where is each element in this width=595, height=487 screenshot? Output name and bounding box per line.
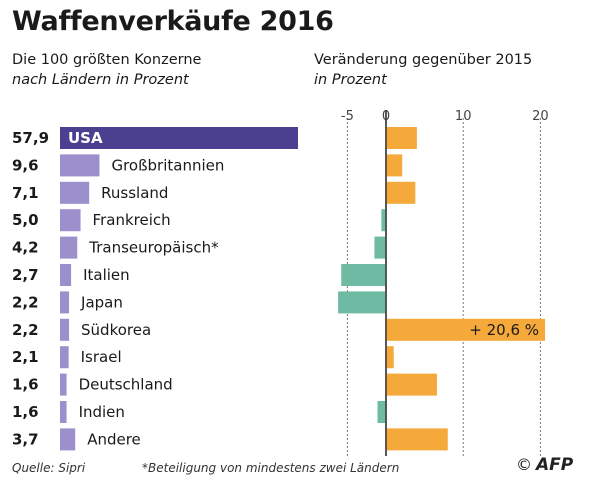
change-bar [338,291,386,314]
share-bar [60,236,78,259]
country-label: Italien [83,266,130,284]
left-subtitle: Die 100 größten Konzerne [12,52,202,68]
share-value-label: 4,2 [12,239,39,257]
afp-logo: © AFP [516,455,574,475]
share-bar [60,346,69,369]
change-bar [381,209,386,232]
source-note: Quelle: Sipri [12,461,86,475]
share-value-label: 57,9 [12,129,49,147]
share-value-label: 2,1 [12,348,39,366]
change-bar [386,428,448,451]
country-label: Japan [80,293,123,311]
x-tick-label: 20 [532,109,549,124]
share-value-label: 2,7 [12,266,39,284]
change-bar [386,154,403,177]
share-value-label: 9,6 [12,156,39,174]
chart-title: Waffenverkäufe 2016 [12,6,334,37]
change-bar [341,264,386,286]
share-value-label: 2,2 [12,321,39,339]
right-unit-note: in Prozent [314,72,387,88]
country-label: Frankreich [93,211,171,229]
share-bar [60,264,72,286]
share-bar [60,318,70,341]
share-bar [60,373,67,396]
change-bar [386,318,546,341]
country-label: Andere [87,430,141,448]
share-bar [60,209,81,232]
country-label: Transeuropäisch* [88,239,219,257]
share-value-label: 1,6 [12,403,39,421]
country-label: Israel [81,348,122,366]
share-bar [60,154,100,177]
country-label: Südkorea [81,321,151,339]
country-label: Großbritannien [111,156,224,174]
share-value-label: 1,6 [12,376,39,394]
change-bar [377,401,386,423]
x-tick-label: -5 [341,109,354,124]
left-unit-note: nach Ländern in Prozent [12,72,189,88]
country-label: USA [68,129,103,147]
share-value-label: 5,0 [12,211,39,229]
share-value-label: 7,1 [12,184,39,202]
share-value-label: 3,7 [12,430,39,448]
share-bar [60,428,76,451]
right-subtitle: Veränderung gegenüber 2015 [314,52,533,68]
change-bar [386,346,394,369]
change-bar [386,373,437,396]
change-bar [374,236,386,259]
change-bar [386,181,416,204]
share-bar [60,291,70,314]
share-bar [60,401,67,423]
change-bar [386,127,417,149]
change-annotation: + 20,6 % [469,321,539,339]
share-bar [60,181,90,204]
share-value-label: 2,2 [12,293,39,311]
footnote: *Beteiligung von mindestens zwei Ländern [142,461,400,475]
country-label: Indien [79,403,125,421]
share-bar [60,127,298,149]
x-tick-label: 10 [455,109,472,124]
country-label: Russland [101,184,168,202]
country-label: Deutschland [79,376,173,394]
